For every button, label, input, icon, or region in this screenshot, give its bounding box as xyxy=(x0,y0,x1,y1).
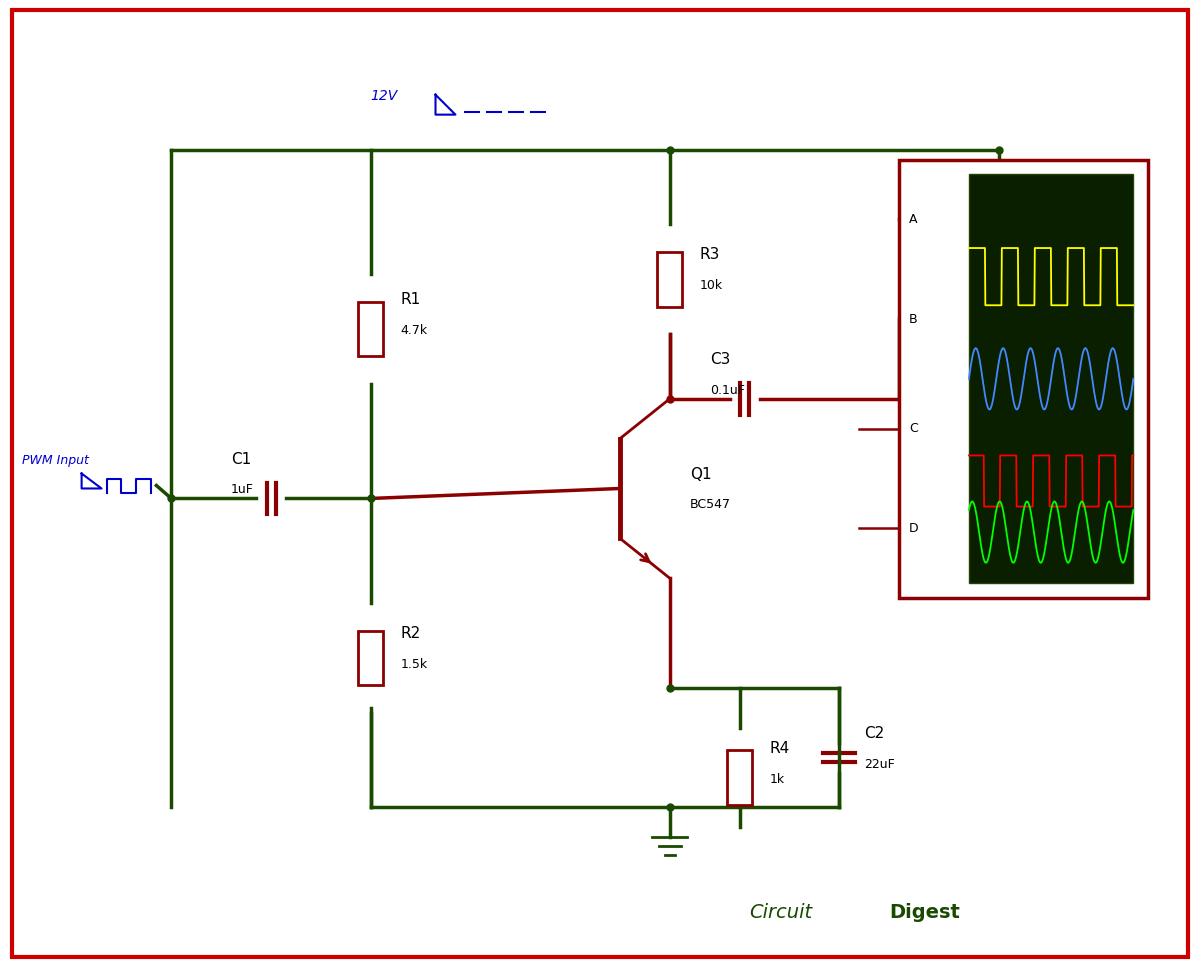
Text: C3: C3 xyxy=(709,352,730,366)
Text: 10k: 10k xyxy=(700,279,722,292)
Text: R1: R1 xyxy=(401,292,421,308)
Text: R3: R3 xyxy=(700,248,720,262)
Text: R4: R4 xyxy=(769,741,790,755)
Text: C2: C2 xyxy=(864,725,884,741)
Text: 12V: 12V xyxy=(371,89,398,103)
Text: 1uF: 1uF xyxy=(232,484,254,496)
Text: BC547: BC547 xyxy=(690,498,731,512)
Text: 1k: 1k xyxy=(769,773,785,785)
Text: PWM Input: PWM Input xyxy=(22,454,89,466)
Text: Q1: Q1 xyxy=(690,466,712,482)
Bar xyxy=(658,251,683,307)
Text: Circuit: Circuit xyxy=(750,903,812,923)
Text: 22uF: 22uF xyxy=(864,757,895,771)
Bar xyxy=(359,302,383,357)
Text: 4.7k: 4.7k xyxy=(401,324,427,337)
Text: 0.1uF: 0.1uF xyxy=(709,384,744,396)
Bar xyxy=(727,750,752,805)
Text: C1: C1 xyxy=(232,452,251,466)
Text: R2: R2 xyxy=(401,626,421,641)
Text: 1.5k: 1.5k xyxy=(401,658,427,671)
Bar xyxy=(968,174,1133,583)
Text: B: B xyxy=(910,312,918,326)
Bar xyxy=(359,630,383,686)
Text: A: A xyxy=(910,213,918,226)
Bar xyxy=(899,160,1148,599)
Text: D: D xyxy=(910,522,919,535)
Text: Digest: Digest xyxy=(889,903,960,923)
Text: C: C xyxy=(910,423,918,435)
